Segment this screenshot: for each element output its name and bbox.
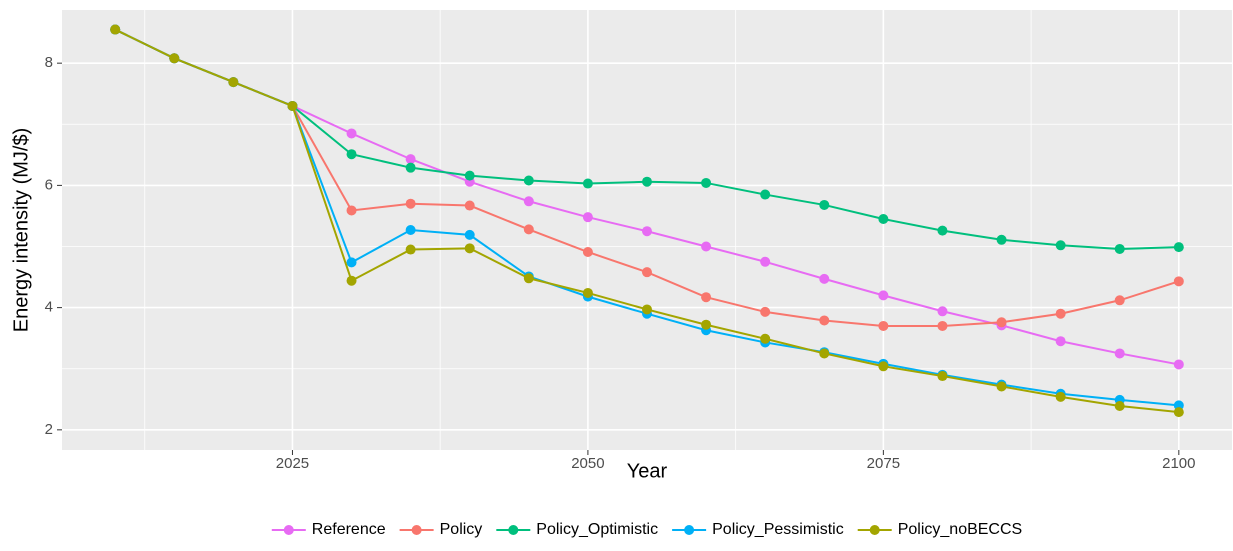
point	[937, 371, 948, 382]
point	[701, 319, 712, 330]
point	[1173, 359, 1184, 370]
point	[582, 178, 593, 189]
point	[464, 229, 475, 240]
legend-key-point	[283, 525, 294, 535]
point	[819, 199, 830, 210]
point	[819, 348, 830, 359]
point	[878, 320, 889, 331]
point	[760, 256, 771, 267]
point	[1114, 348, 1125, 359]
y-axis-label: Energy intensity (MJ/$)	[10, 128, 32, 333]
point	[1055, 336, 1066, 347]
point	[1173, 242, 1184, 253]
point	[405, 162, 416, 173]
point	[464, 243, 475, 254]
point	[996, 234, 1007, 245]
point	[346, 257, 357, 268]
point	[937, 306, 948, 317]
legend-label: Policy_Pessimistic	[712, 521, 844, 538]
point	[878, 214, 889, 224]
point	[1055, 240, 1066, 251]
point	[464, 170, 475, 181]
legend-key-point	[869, 525, 880, 535]
legend-label: Reference	[312, 521, 386, 538]
x-tick-label: 2050	[571, 455, 604, 472]
y-tick-label: 6	[45, 176, 53, 193]
point	[1114, 295, 1125, 306]
point	[996, 381, 1007, 392]
x-tick-label: 2025	[276, 455, 309, 472]
point	[110, 24, 121, 35]
point	[169, 53, 180, 64]
point	[642, 226, 652, 237]
y-tick-label: 8	[45, 54, 53, 71]
point	[405, 198, 416, 209]
point	[642, 304, 652, 315]
point	[1055, 308, 1066, 319]
legend-key-point	[508, 525, 519, 535]
point	[346, 149, 357, 160]
point	[405, 154, 416, 165]
x-tick-label: 2100	[1162, 455, 1195, 472]
point	[523, 273, 534, 284]
point	[996, 317, 1007, 328]
point	[1114, 401, 1125, 411]
point	[1173, 407, 1184, 418]
point	[819, 273, 830, 284]
point	[701, 177, 712, 188]
point	[760, 333, 771, 344]
point	[1055, 391, 1066, 402]
point	[878, 361, 889, 372]
point	[405, 225, 416, 235]
legend-label: Policy_noBECCS	[898, 521, 1023, 538]
point	[346, 275, 357, 286]
point	[760, 189, 771, 200]
point	[642, 176, 652, 187]
point	[701, 292, 712, 303]
point	[523, 196, 534, 207]
point	[1114, 243, 1125, 254]
legend: Reference Policy Policy_Optimistic Policy_P…	[271, 521, 1023, 538]
point	[819, 315, 830, 326]
point	[701, 241, 712, 252]
legend-key-point	[684, 525, 695, 535]
point	[228, 77, 239, 88]
y-tick-label: 4	[45, 299, 53, 316]
point	[346, 205, 357, 216]
point	[523, 224, 534, 235]
x-axis-label: Year	[627, 460, 668, 482]
point	[464, 200, 475, 211]
point	[287, 100, 298, 111]
y-tick-label: 2	[45, 421, 53, 438]
legend-label: Policy_Optimistic	[536, 521, 658, 538]
point	[937, 320, 948, 331]
point	[346, 128, 357, 139]
point	[878, 290, 889, 301]
point	[937, 225, 948, 236]
legend-label: Policy	[440, 521, 483, 538]
point	[1173, 276, 1184, 287]
point	[760, 306, 771, 317]
point	[582, 247, 593, 257]
legend-key-point	[411, 525, 422, 535]
point	[582, 212, 593, 223]
x-tick-label: 2075	[867, 455, 900, 472]
point	[523, 175, 534, 186]
point	[642, 267, 652, 278]
point	[582, 287, 593, 298]
point	[405, 244, 416, 255]
